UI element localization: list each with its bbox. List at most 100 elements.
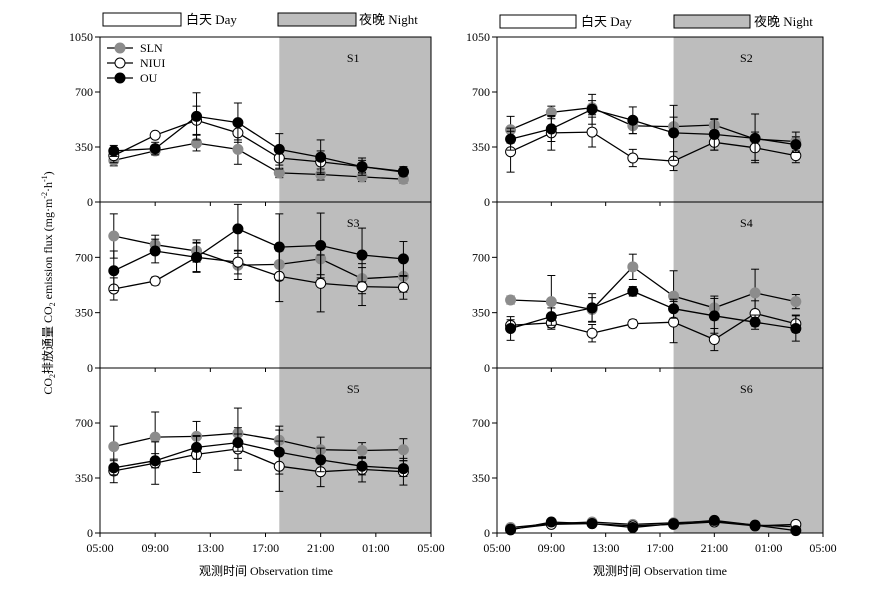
data-point <box>232 117 244 129</box>
panel-label: S6 <box>740 382 753 396</box>
data-point <box>586 126 598 138</box>
night-legend-swatch <box>673 14 751 29</box>
y-axis-label-part: 2 <box>48 374 57 378</box>
data-point <box>273 446 285 458</box>
data-point <box>149 245 161 257</box>
day-legend-swatch <box>499 14 577 29</box>
panel-s2: 0 350 700 1050 S2 <box>466 30 824 209</box>
y-tick-label: 700 <box>75 85 93 99</box>
y-tick-label: 700 <box>75 250 93 264</box>
x-tick-label: 09:00 <box>538 541 565 555</box>
y-tick-label: 0 <box>87 361 93 375</box>
data-point <box>627 318 639 330</box>
data-point <box>397 463 409 475</box>
data-point <box>545 296 557 308</box>
data-point <box>627 285 639 297</box>
y-axis-label-part: -1 <box>40 175 49 182</box>
panel-s1: 0 350 700 1050 S1 <box>69 30 432 209</box>
x-tick-label: 05:00 <box>483 541 510 555</box>
y-tick-label: 350 <box>75 140 93 154</box>
y-tick-label: 350 <box>75 471 93 485</box>
data-point <box>668 303 680 315</box>
data-point <box>397 253 409 265</box>
night-legend-swatch <box>277 12 357 27</box>
legend-marker <box>114 42 126 54</box>
data-point <box>149 143 161 155</box>
x-tick-label: 17:00 <box>646 541 673 555</box>
y-tick-label: 0 <box>484 195 490 209</box>
y-tick-label: 350 <box>472 140 490 154</box>
data-point <box>505 524 517 536</box>
panel-s3: 0 350 700 S3 <box>75 201 432 375</box>
data-point <box>505 294 517 306</box>
data-point <box>790 139 802 151</box>
x-axis-label-left: 观测时间 Observation time <box>199 564 333 578</box>
data-point <box>315 239 327 251</box>
series-line <box>510 290 796 330</box>
y-tick-label: 0 <box>484 361 490 375</box>
day-legend-label: 白天 Day <box>186 12 237 27</box>
data-point <box>232 143 244 155</box>
y-axis-label: CO2排放通量 CO2 emission flux (mg·m-2·h-1) <box>40 171 57 394</box>
series-line <box>113 228 404 272</box>
data-point <box>108 145 120 157</box>
series-line <box>510 108 796 146</box>
data-point <box>586 302 598 314</box>
x-tick-label: 01:00 <box>755 541 782 555</box>
x-tick-label: 05:00 <box>809 541 836 555</box>
y-axis-label-part: ) <box>41 171 55 175</box>
data-point <box>790 322 802 334</box>
x-tick-label: 13:00 <box>592 541 619 555</box>
data-point <box>149 275 161 287</box>
y-tick-label: 350 <box>472 471 490 485</box>
data-point <box>708 334 720 346</box>
data-point <box>356 161 368 173</box>
data-point <box>273 143 285 155</box>
data-point <box>108 441 120 453</box>
series-ou <box>108 203 409 292</box>
data-point <box>586 327 598 339</box>
data-point <box>191 251 203 263</box>
x-tick-label: 13:00 <box>197 541 224 555</box>
series-line <box>113 441 404 470</box>
series-ou <box>505 285 802 342</box>
data-point <box>668 127 680 139</box>
data-point <box>356 460 368 472</box>
data-point <box>397 281 409 293</box>
panel-label: S3 <box>347 216 360 230</box>
y-tick-label: 0 <box>87 195 93 209</box>
data-point <box>108 230 120 242</box>
day-night-legend-left: 白天 Day 夜晚 Night <box>102 12 418 27</box>
data-point <box>586 103 598 115</box>
night-shading <box>673 202 823 368</box>
x-axis-label-right: 观测时间 Observation time <box>593 564 727 578</box>
x-tick-label: 01:00 <box>362 541 389 555</box>
legend-item-sln: SLN <box>107 41 163 55</box>
data-point <box>149 455 161 467</box>
series-line <box>510 312 796 341</box>
data-point <box>708 514 720 526</box>
y-tick-label: 0 <box>87 526 93 540</box>
day-legend-label: 白天 Day <box>581 14 632 29</box>
x-tick-label: 21:00 <box>307 541 334 555</box>
y-axis-label-part: emission flux (mg·m <box>41 198 55 302</box>
series-line <box>510 131 796 162</box>
y-tick-label: 700 <box>472 250 490 264</box>
series-ou <box>505 514 802 537</box>
series-ou <box>108 92 409 177</box>
data-point <box>315 277 327 289</box>
x-tick-label: 17:00 <box>252 541 279 555</box>
data-point <box>505 322 517 334</box>
series-ou <box>108 429 409 477</box>
data-point <box>790 296 802 308</box>
data-point <box>356 281 368 293</box>
data-point <box>273 241 285 253</box>
series-ou <box>505 93 802 164</box>
data-point <box>545 516 557 528</box>
night-legend-label: 夜晚 Night <box>359 12 418 27</box>
legend-marker <box>114 57 126 69</box>
data-point <box>708 310 720 322</box>
data-point <box>545 123 557 135</box>
